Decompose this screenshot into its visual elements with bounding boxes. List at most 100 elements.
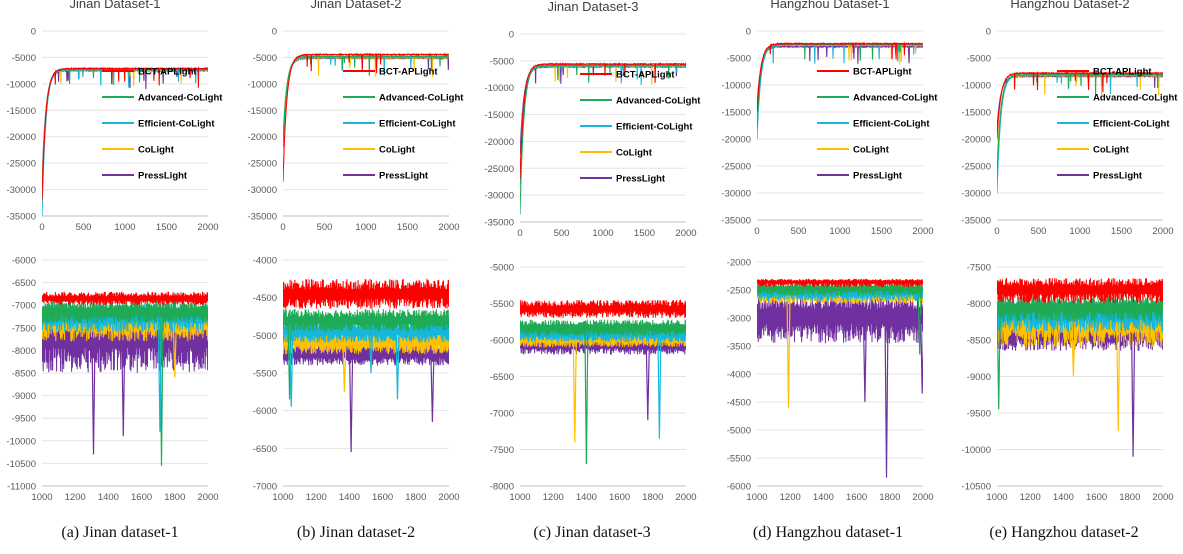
x-tick-label: 2000 — [675, 492, 696, 503]
y-tick-label: -6000 — [490, 336, 514, 347]
y-tick-label: -10000 — [961, 445, 991, 456]
legend-label: CoLight — [853, 145, 890, 156]
y-tick-label: -6500 — [253, 444, 277, 455]
legend-label: Efficient-CoLight — [379, 119, 456, 130]
panel-zoom-2: -5000-5500-6000-6500-7000-7500-80001000 1… — [490, 263, 697, 504]
legend-label: Advanced-CoLight — [379, 93, 464, 104]
panel-zoom-0: -6000 -6500 -7000 -7500 -8000 -8500 -9000 -9500… — [6, 256, 218, 504]
chart-title: Jinan Dataset-2 — [310, 0, 401, 11]
y-tick-label: -4500 — [727, 398, 751, 409]
outlier-spike — [431, 354, 434, 422]
y-tick-label: -8000 — [12, 346, 36, 357]
panel-zoom-4: -7500-8000-8500-9000-9500-10000-10500100… — [961, 263, 1173, 504]
x-tick-label: 2000 — [912, 492, 933, 503]
y-tick-label: -5000 — [490, 263, 514, 274]
y-tick-label: -25000 — [961, 162, 991, 173]
series-group — [42, 292, 208, 466]
y-tick-label: -8500 — [12, 369, 36, 380]
series-group — [757, 279, 924, 478]
series-band — [283, 279, 449, 309]
legend-label: CoLight — [616, 148, 653, 159]
x-tick-label: 1500 — [634, 228, 655, 239]
y-tick-label: -11000 — [7, 482, 36, 493]
legend-label: Efficient-CoLight — [616, 122, 693, 133]
x-tick-label: 0 — [280, 222, 285, 233]
y-tick-label: -7000 — [12, 301, 36, 312]
series-group — [283, 279, 449, 452]
y-tick-label: -8000 — [490, 482, 514, 493]
x-tick-label: 0 — [517, 228, 522, 239]
panel-full-1: 0-5000-10000-15000-20000-25000-30000-350… — [247, 0, 464, 233]
y-tick-label: -9000 — [12, 391, 36, 402]
y-tick-label: 0 — [31, 27, 36, 38]
x-tick-label: 500 — [1031, 226, 1047, 237]
series-group — [42, 68, 208, 216]
y-tick-label: -5500 — [490, 299, 514, 310]
legend-label: BCT-APLight — [1093, 67, 1152, 78]
x-tick-label: 1000 — [592, 228, 613, 239]
legend-label: PressLight — [853, 171, 903, 182]
y-tick-label: -5000 — [727, 54, 751, 65]
legend-label: Advanced-CoLight — [1093, 93, 1178, 104]
y-tick-label: -5000 — [253, 331, 277, 342]
y-tick-label: -4500 — [253, 293, 277, 304]
x-tick-label: 2000 — [1152, 226, 1173, 237]
y-tick-label: -3000 — [727, 314, 751, 325]
chart-title: Jinan Dataset-1 — [69, 0, 160, 11]
x-tick-label: 1000 — [1069, 226, 1090, 237]
x-tick-label: 1000 — [746, 492, 767, 503]
x-tick-label: 1000 — [986, 492, 1007, 503]
series-group — [997, 278, 1163, 457]
y-tick-label: -20000 — [721, 135, 751, 146]
y-tick-label: -8000 — [967, 299, 991, 310]
x-tick-label: 1000 — [31, 492, 52, 503]
x-tick-label: 1800 — [164, 492, 185, 503]
y-tick-label: -3500 — [727, 342, 751, 353]
y-tick-label: -5000 — [12, 53, 36, 64]
x-tick-label: 1400 — [1053, 492, 1074, 503]
x-tick-label: 1200 — [306, 492, 327, 503]
y-tick-label: -20000 — [484, 137, 514, 148]
y-tick-label: -5000 — [490, 56, 514, 67]
x-tick-label: 1600 — [1086, 492, 1107, 503]
y-tick-label: -5500 — [727, 454, 751, 465]
legend-label: PressLight — [616, 174, 666, 185]
legend-label: BCT-APLight — [616, 70, 675, 81]
x-tick-label: 1200 — [780, 492, 801, 503]
y-tick-label: 0 — [509, 30, 514, 41]
x-tick-label: 1200 — [1020, 492, 1041, 503]
legend-label: BCT-APLight — [853, 67, 912, 78]
y-tick-label: -6000 — [727, 482, 751, 493]
outlier-spike — [350, 354, 353, 452]
y-tick-label: -25000 — [484, 164, 514, 175]
panel-full-0: 0 -5000 -10000 -15000 -20000 -25000 -30000 -350… — [6, 0, 223, 233]
x-tick-label: 0 — [754, 226, 759, 237]
legend-label: Advanced-CoLight — [853, 93, 938, 104]
series-band — [997, 278, 1163, 304]
panel-full-2: 0 -5000 -10000 -15000 -20000 -25000 -30000 -350… — [484, 0, 701, 239]
y-tick-label: -10000 — [721, 81, 751, 92]
y-tick-label: 0 — [746, 27, 751, 38]
x-tick-label: 1500 — [871, 226, 892, 237]
x-tick-label: 2000 — [197, 222, 218, 233]
legend-label: BCT-APLight — [138, 67, 197, 78]
x-tick-label: 1600 — [131, 492, 152, 503]
panel-full-3: 0 -5000 -10000 -15000 -20000 -25000 -30000 -350… — [721, 0, 938, 237]
y-tick-label: -5500 — [253, 369, 277, 380]
x-tick-label: 1400 — [576, 492, 597, 503]
y-tick-label: -10000 — [6, 79, 36, 90]
caption-e: (e) Hangzhou dataset-2 — [946, 524, 1182, 542]
y-tick-label: -6000 — [12, 256, 36, 267]
y-tick-label: -15000 — [484, 110, 514, 121]
y-tick-label: -10500 — [961, 482, 991, 493]
outlier-spike — [646, 346, 649, 421]
y-tick-label: -10500 — [6, 459, 36, 470]
x-tick-label: 2000 — [438, 222, 459, 233]
y-tick-label: -7500 — [967, 263, 991, 274]
y-tick-label: -6500 — [490, 372, 514, 383]
panel-full-4: 0-5000-10000-15000-20000-25000-30000-350… — [961, 0, 1178, 237]
y-tick-label: -15000 — [6, 106, 36, 117]
x-tick-label: 1800 — [879, 492, 900, 503]
series-band — [520, 300, 686, 318]
